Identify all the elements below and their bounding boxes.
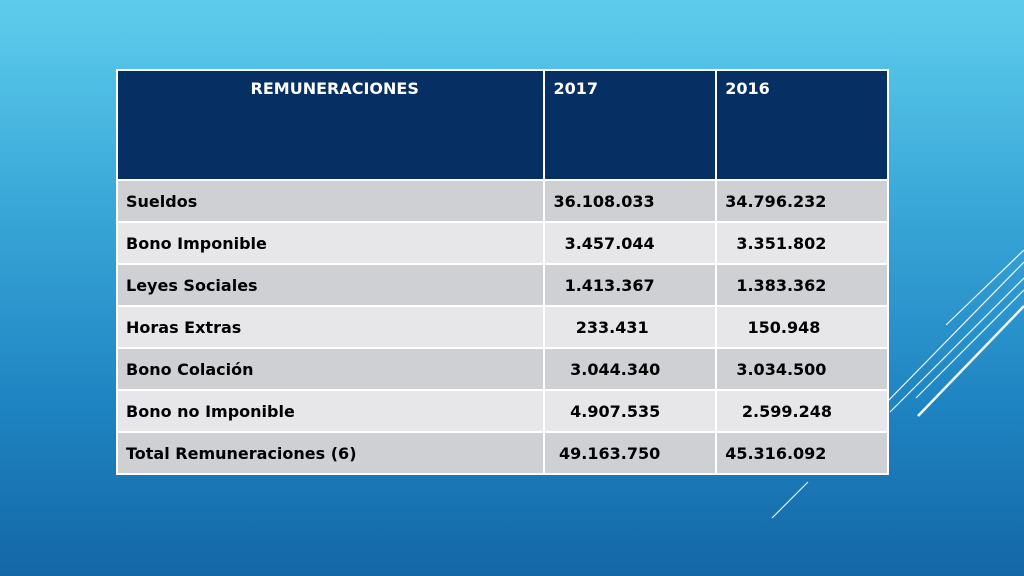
- value-2016: 34.796.232: [715, 179, 889, 223]
- table-row: Bono no Imponible 4.907.535 2.599.248: [115, 389, 889, 433]
- row-label: Bono Colación: [115, 347, 546, 391]
- remuneraciones-table: REMUNERACIONES 2017 2016 Sueldos 36.108.…: [115, 69, 889, 475]
- row-label: Horas Extras: [115, 305, 546, 349]
- value-2017: 1.413.367: [543, 263, 718, 307]
- value-2016: 2.599.248: [715, 389, 889, 433]
- table-row-total: Total Remuneraciones (6) 49.163.750 45.3…: [115, 431, 889, 475]
- value-2017: 3.044.340: [543, 347, 718, 391]
- table-header-row: REMUNERACIONES 2017 2016: [115, 69, 889, 181]
- table-row: Sueldos 36.108.033 34.796.232: [115, 179, 889, 223]
- row-label: Leyes Sociales: [115, 263, 546, 307]
- value-2017: 4.907.535: [543, 389, 718, 433]
- header-remuneraciones: REMUNERACIONES: [115, 69, 546, 181]
- table-row: Leyes Sociales 1.413.367 1.383.362: [115, 263, 889, 307]
- row-label: Sueldos: [115, 179, 546, 223]
- header-2017: 2017: [543, 69, 718, 181]
- row-label: Bono no Imponible: [115, 389, 546, 433]
- table-row: Bono Colación 3.044.340 3.034.500: [115, 347, 889, 391]
- value-2016: 1.383.362: [715, 263, 889, 307]
- value-2017: 36.108.033: [543, 179, 718, 223]
- table-row: Horas Extras 233.431 150.948: [115, 305, 889, 349]
- value-2016: 3.034.500: [715, 347, 889, 391]
- table-row: Bono Imponible 3.457.044 3.351.802: [115, 221, 889, 265]
- value-2016: 3.351.802: [715, 221, 889, 265]
- value-2017: 49.163.750: [543, 431, 718, 475]
- value-2017: 3.457.044: [543, 221, 718, 265]
- row-label: Bono Imponible: [115, 221, 546, 265]
- header-2016: 2016: [715, 69, 889, 181]
- value-2016: 45.316.092: [715, 431, 889, 475]
- value-2016: 150.948: [715, 305, 889, 349]
- value-2017: 233.431: [543, 305, 718, 349]
- row-label: Total Remuneraciones (6): [115, 431, 546, 475]
